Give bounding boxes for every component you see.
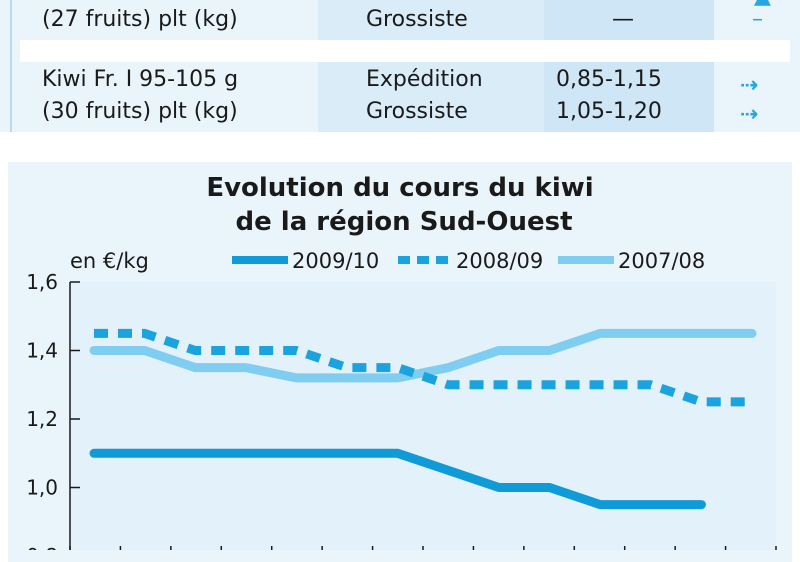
arrow-right-icon: ⇢: [740, 102, 759, 127]
series-line-2009-10: [89, 448, 706, 510]
table-row-2-product-line-1: Kiwi Fr. I 95-105 g: [42, 67, 239, 92]
legend-label-2007-08: 2007/08: [618, 249, 705, 273]
legend-label-2009-10: 2009/10: [292, 249, 379, 273]
price-band: [544, 62, 714, 132]
table-row-2-price-line-2: 1,05-1,20: [556, 99, 662, 124]
table-row-2-stage-line-2: Grossiste: [366, 99, 468, 124]
y-tick-label: 1,2: [26, 407, 58, 431]
chart-title-line-1: Evolution du cours du kiwi: [206, 173, 593, 203]
table-row-1-price-line-2: —: [612, 7, 634, 32]
kiwi-price-chart: Evolution du cours du kiwi de la région …: [26, 173, 777, 550]
table-row-2-product-line-2: (30 fruits) plt (kg): [42, 99, 238, 124]
y-axis-label: en €/kg: [70, 249, 149, 273]
table-row-2-stage-line-1: Expédition: [366, 67, 483, 92]
stage-band-top: [318, 0, 544, 40]
legend-label-2008-09: 2008/09: [456, 249, 543, 273]
price-table: (27 fruits) plt (kg) Grossiste — – ▲ Kiw…: [0, 0, 800, 132]
y-tick-label: 1,6: [26, 270, 58, 294]
y-tick-label: 0,8: [26, 544, 58, 550]
row-separator: [20, 40, 790, 62]
table-row-1-product-line-2: (27 fruits) plt (kg): [42, 7, 238, 32]
y-tick-label: 1,4: [26, 339, 58, 363]
table-row-1-trend-line-2: –: [752, 7, 763, 32]
plot-area: [70, 282, 776, 550]
stage-band: [318, 62, 544, 132]
series-line-2007-08: [89, 328, 757, 383]
table-row-2-price-line-1: 0,85-1,15: [556, 67, 662, 92]
series-line-2008-09: [94, 328, 752, 407]
arrow-up-icon: ▲: [754, 0, 771, 8]
arrow-right-icon: ⇢: [740, 73, 759, 98]
table-left-border: [10, 0, 12, 132]
chart-title-line-2: de la région Sud-Ouest: [236, 207, 573, 237]
y-tick-label: 1,0: [26, 476, 58, 500]
price-band-top: [544, 0, 714, 40]
table-row-1-stage-line-2: Grossiste: [366, 7, 468, 32]
